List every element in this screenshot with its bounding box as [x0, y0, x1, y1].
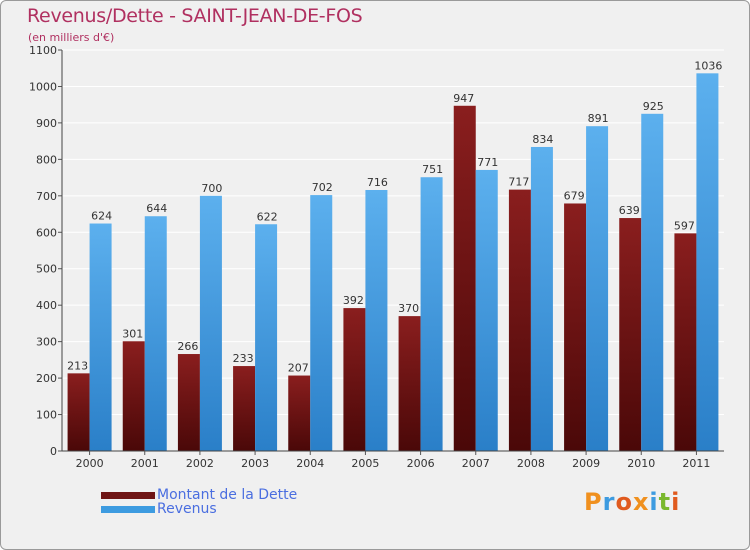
x-tick-label: 2004 — [296, 457, 324, 470]
y-tick-label: 1100 — [29, 44, 57, 57]
value-label-revenus: 925 — [643, 100, 664, 113]
bar-dette — [177, 354, 200, 451]
value-label-dette: 207 — [288, 362, 309, 375]
bar-revenus — [144, 216, 167, 451]
value-label-dette: 717 — [508, 176, 529, 189]
y-tick-label: 600 — [36, 226, 57, 239]
value-label-revenus: 644 — [146, 202, 167, 215]
value-label-revenus: 891 — [588, 112, 609, 125]
logo-letter: r — [602, 488, 616, 516]
logo-letter: i — [671, 488, 681, 516]
logo-letter: x — [632, 488, 650, 516]
value-label-revenus: 624 — [91, 210, 112, 223]
bar-dette — [233, 366, 256, 451]
x-tick-label: 2000 — [76, 457, 104, 470]
bar-dette — [67, 373, 90, 451]
y-tick-label: 400 — [36, 299, 57, 312]
value-label-dette: 266 — [177, 340, 198, 353]
x-tick-label: 2011 — [682, 457, 710, 470]
logo-letter: i — [649, 488, 659, 516]
value-label-revenus: 751 — [422, 163, 443, 176]
value-label-revenus: 622 — [257, 210, 278, 223]
proxiti-logo: Proxiti — [584, 488, 680, 516]
x-tick-label: 2008 — [517, 457, 545, 470]
bar-dette — [122, 341, 145, 451]
y-tick-label: 200 — [36, 372, 57, 385]
bar-revenus — [365, 189, 388, 451]
bar-revenus — [255, 224, 278, 451]
value-label-dette: 233 — [233, 352, 254, 365]
x-tick-label: 2010 — [627, 457, 655, 470]
value-label-dette: 679 — [564, 189, 585, 202]
plot-area — [62, 50, 724, 451]
y-tick-label: 700 — [36, 190, 57, 203]
bar-dette — [674, 233, 697, 451]
y-tick-label: 100 — [36, 409, 57, 422]
bar-dette — [619, 218, 642, 451]
y-tick-label: 300 — [36, 336, 57, 349]
bar-revenus — [89, 223, 112, 451]
x-tick-label: 2009 — [572, 457, 600, 470]
bar-dette — [288, 375, 311, 451]
value-label-revenus: 1036 — [694, 59, 722, 72]
bar-dette — [398, 316, 421, 451]
value-label-revenus: 702 — [312, 181, 333, 194]
value-label-dette: 639 — [619, 204, 640, 217]
bar-dette — [343, 308, 366, 451]
value-label-dette: 947 — [453, 92, 474, 105]
legend-label-dette: Montant de la Dette — [157, 487, 298, 503]
chart-subtitle: (en milliers d'€) — [28, 31, 115, 44]
logo-letter: t — [658, 488, 672, 516]
x-tick-label: 2002 — [186, 457, 214, 470]
logo-letter: P — [584, 488, 603, 516]
value-label-dette: 597 — [674, 219, 695, 232]
bar-revenus — [696, 73, 719, 452]
bar-revenus — [586, 126, 609, 451]
legend-swatch-dette — [101, 492, 155, 499]
bar-revenus — [199, 195, 222, 451]
bar-dette — [453, 105, 476, 451]
legend-swatch-revenus — [101, 506, 155, 513]
bar-dette — [508, 189, 531, 451]
bar-revenus — [420, 177, 443, 451]
x-tick-label: 2005 — [351, 457, 379, 470]
value-label-revenus: 716 — [367, 176, 388, 189]
value-label-dette: 301 — [122, 327, 143, 340]
bar-revenus — [530, 146, 553, 451]
value-label-revenus: 834 — [532, 133, 553, 146]
x-tick-label: 2003 — [241, 457, 269, 470]
bar-revenus — [475, 169, 498, 451]
x-tick-label: 2007 — [462, 457, 490, 470]
y-tick-label: 1000 — [29, 80, 57, 93]
value-label-revenus: 700 — [201, 182, 222, 195]
y-tick-label: 500 — [36, 263, 57, 276]
y-tick-label: 800 — [36, 153, 57, 166]
x-tick-label: 2001 — [131, 457, 159, 470]
legend-label-revenus: Revenus — [157, 501, 217, 517]
y-tick-label: 0 — [50, 445, 57, 458]
value-label-dette: 392 — [343, 294, 364, 307]
value-label-dette: 213 — [67, 359, 88, 372]
value-label-revenus: 771 — [477, 156, 498, 169]
x-tick-label: 2006 — [407, 457, 435, 470]
bar-revenus — [641, 113, 664, 451]
chart-title: Revenus/Dette - SAINT-JEAN-DE-FOS — [27, 5, 363, 27]
logo-letter: o — [615, 488, 633, 516]
bar-dette — [564, 203, 587, 451]
y-tick-label: 900 — [36, 117, 57, 130]
value-label-dette: 370 — [398, 302, 419, 315]
bar-revenus — [310, 195, 333, 451]
